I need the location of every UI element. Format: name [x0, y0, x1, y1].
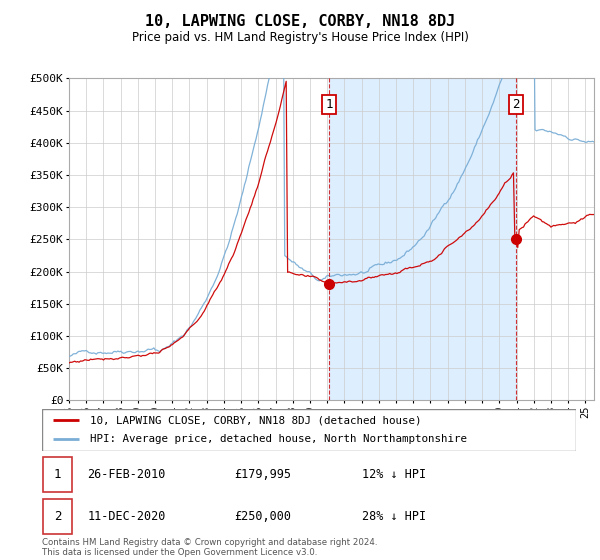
Text: 1: 1: [54, 468, 61, 481]
Text: £250,000: £250,000: [234, 510, 291, 523]
Text: £179,995: £179,995: [234, 468, 291, 481]
Text: 2: 2: [512, 97, 520, 111]
Bar: [329, 78, 515, 400]
Text: 28% ↓ HPI: 28% ↓ HPI: [362, 510, 427, 523]
Text: 10, LAPWING CLOSE, CORBY, NN18 8DJ (detached house): 10, LAPWING CLOSE, CORBY, NN18 8DJ (deta…: [90, 415, 422, 425]
Bar: [43, 457, 73, 492]
Bar: [43, 499, 73, 534]
Text: 10, LAPWING CLOSE, CORBY, NN18 8DJ: 10, LAPWING CLOSE, CORBY, NN18 8DJ: [145, 14, 455, 29]
Text: 2: 2: [54, 510, 61, 523]
Text: 12% ↓ HPI: 12% ↓ HPI: [362, 468, 427, 481]
Text: Contains HM Land Registry data © Crown copyright and database right 2024.
This d: Contains HM Land Registry data © Crown c…: [42, 538, 377, 557]
Text: 26-FEB-2010: 26-FEB-2010: [88, 468, 166, 481]
Text: 1: 1: [326, 97, 333, 111]
Text: HPI: Average price, detached house, North Northamptonshire: HPI: Average price, detached house, Nort…: [90, 435, 467, 445]
Text: Price paid vs. HM Land Registry's House Price Index (HPI): Price paid vs. HM Land Registry's House …: [131, 31, 469, 44]
Text: 11-DEC-2020: 11-DEC-2020: [88, 510, 166, 523]
